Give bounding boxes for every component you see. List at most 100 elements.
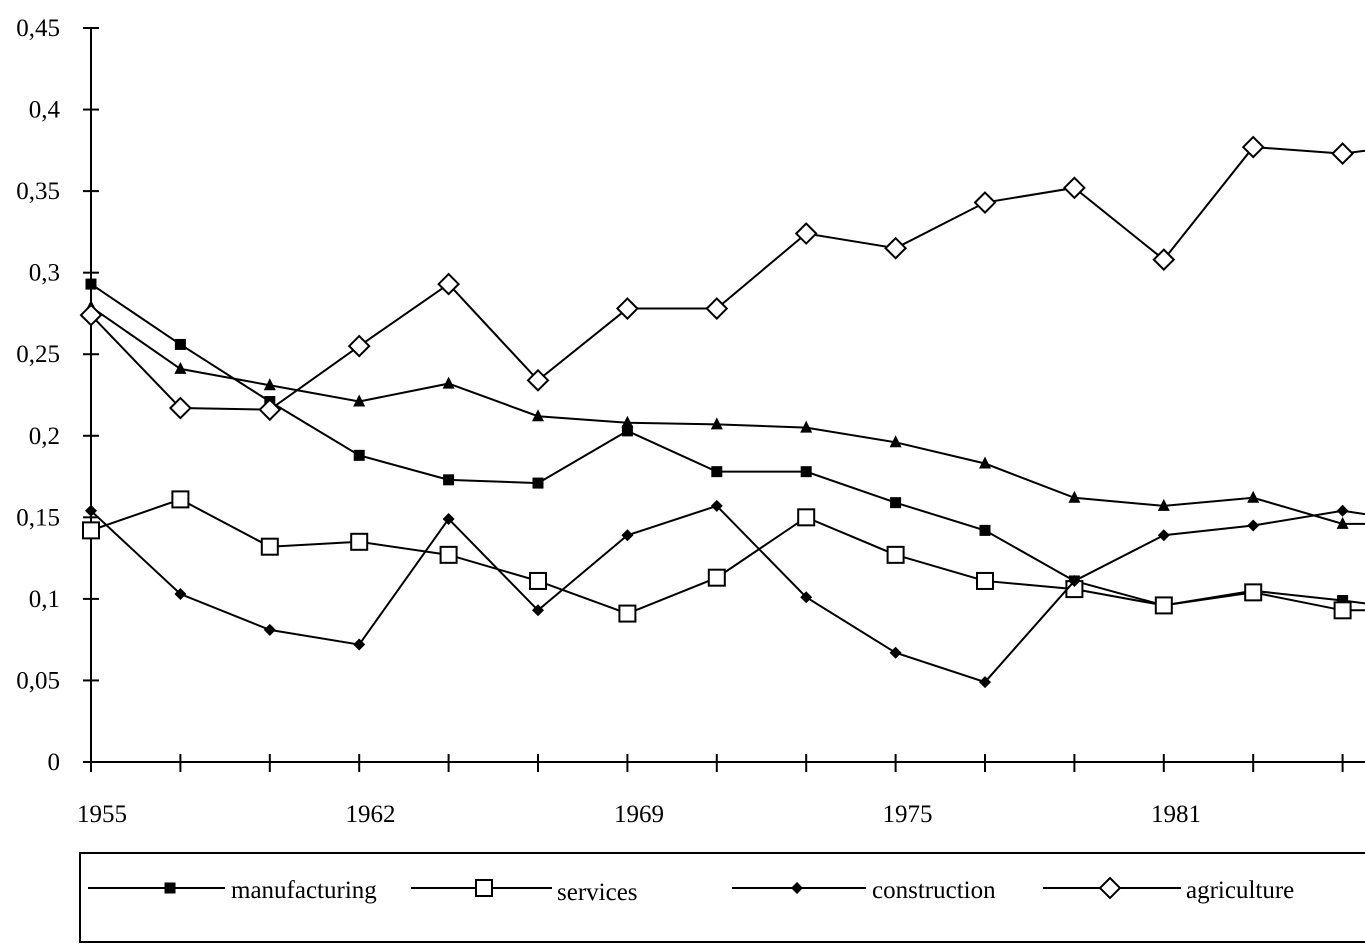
- data-point: [1068, 490, 1081, 503]
- data-point: [82, 521, 100, 540]
- series-services: [82, 490, 1365, 623]
- data-point: [353, 449, 365, 461]
- data-point: [1068, 574, 1081, 587]
- data-point: [979, 456, 991, 469]
- y-tick-label: 0,45: [16, 15, 60, 42]
- series-line: [90, 283, 1365, 607]
- data-point: [1247, 519, 1260, 532]
- y-tick-label: 0,35: [16, 178, 60, 205]
- data-point: [1336, 516, 1349, 529]
- legend-marker: [791, 882, 803, 894]
- data-point: [1333, 601, 1352, 620]
- data-point: [889, 646, 902, 659]
- y-tick-label: 0,3: [29, 260, 60, 287]
- data-point: [797, 508, 816, 527]
- data-point: [705, 297, 729, 320]
- y-tick-label: 0,15: [16, 504, 60, 531]
- legend-item-agriculture: agriculture: [1043, 876, 1294, 904]
- data-point: [710, 499, 723, 512]
- series-line: [90, 306, 1365, 525]
- data-point: [171, 490, 190, 509]
- series-construction: [85, 499, 1365, 689]
- series-line: [90, 146, 1365, 411]
- data-point: [890, 497, 902, 509]
- y-tick-label: 0,2: [29, 423, 60, 450]
- legend-marker: [475, 879, 493, 897]
- data-point: [618, 604, 637, 623]
- data-point: [1336, 504, 1349, 517]
- data-point: [526, 368, 550, 392]
- data-point: [85, 504, 97, 517]
- x-tick-label: 1969: [614, 801, 664, 828]
- data-point: [79, 303, 103, 327]
- data-point: [707, 568, 726, 587]
- data-point: [439, 545, 458, 564]
- data-point: [442, 512, 455, 525]
- data-point: [532, 604, 544, 617]
- data-point: [621, 415, 634, 428]
- data-point: [347, 334, 371, 358]
- data-point: [800, 591, 813, 604]
- series-unlabeled-2: [85, 299, 1365, 529]
- data-point: [1154, 596, 1173, 615]
- data-point: [889, 435, 902, 448]
- x-tick-label: 1975: [883, 801, 933, 828]
- data-point: [1152, 248, 1176, 272]
- data-point: [1241, 135, 1265, 159]
- y-tick-label: 0,4: [29, 97, 61, 124]
- data-point: [442, 376, 455, 389]
- data-point: [532, 477, 544, 489]
- data-point: [710, 417, 723, 430]
- data-point: [350, 532, 369, 551]
- data-point: [711, 466, 723, 478]
- x-tick-label: 1962: [346, 801, 396, 828]
- x-tick-label: 1955: [77, 801, 127, 828]
- data-point: [258, 398, 282, 422]
- data-point: [979, 676, 991, 689]
- series-agriculture: [79, 135, 1365, 422]
- series-line: [90, 498, 1365, 615]
- y-tick-label: 0: [48, 749, 61, 776]
- data-point: [263, 623, 276, 636]
- data-point: [621, 425, 633, 437]
- data-point: [615, 297, 639, 320]
- legend-label: construction: [872, 877, 996, 904]
- data-point: [886, 545, 905, 564]
- data-point: [973, 191, 997, 214]
- data-point: [443, 474, 455, 486]
- data-point: [353, 638, 366, 651]
- data-point: [1157, 498, 1170, 511]
- data-point: [437, 272, 461, 296]
- legend-label: services: [557, 879, 638, 906]
- legend-box: [79, 852, 1365, 943]
- legend-item-services: services: [411, 879, 638, 906]
- y-tick-label: 0,1: [29, 586, 60, 613]
- y-tick-label: 0,25: [16, 341, 60, 368]
- axes: 0 0,05 0,1 0,15 0,2 0,25 0,3 0,35 0,4 0,45 1955 196…: [16, 15, 1365, 828]
- data-point: [884, 236, 908, 260]
- data-point: [168, 396, 192, 420]
- legend-marker: [1098, 876, 1122, 900]
- data-point: [1331, 142, 1355, 166]
- data-point: [800, 466, 812, 478]
- series-layer: [79, 135, 1365, 689]
- data-point: [1157, 529, 1170, 542]
- data-point: [174, 587, 187, 600]
- data-point: [976, 571, 994, 590]
- legend-item-construction: construction: [732, 877, 996, 904]
- legend: manufacturing services construction agricul…: [79, 852, 1365, 943]
- data-point: [1244, 583, 1263, 602]
- data-point: [532, 409, 544, 422]
- series-line: [90, 504, 1365, 684]
- legend-item-manufacturing: manufacturing: [88, 877, 377, 904]
- data-point: [621, 529, 634, 542]
- series-manufacturing: [85, 278, 1365, 611]
- legend-label: agriculture: [1186, 877, 1294, 904]
- data-point: [529, 571, 547, 590]
- data-point: [979, 524, 991, 536]
- data-point: [174, 338, 186, 350]
- data-point: [85, 278, 97, 290]
- data-point: [260, 537, 279, 556]
- legend-marker: [164, 882, 176, 894]
